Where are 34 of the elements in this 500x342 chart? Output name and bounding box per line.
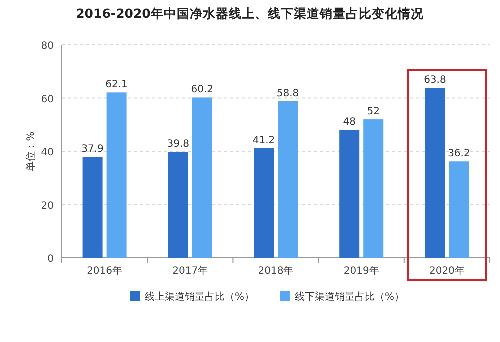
bar	[254, 148, 274, 258]
x-tick-label: 2017年	[172, 265, 208, 277]
x-tick-label: 2016年	[87, 265, 123, 277]
x-tick-label: 2020年	[429, 265, 465, 277]
y-tick-label: 0	[48, 254, 54, 265]
data-label: 60.2	[191, 84, 214, 96]
data-label: 63.8	[424, 75, 446, 86]
data-label: 62.1	[106, 80, 128, 91]
x-tick-label: 2019年	[344, 265, 380, 277]
y-tick-label: 60	[41, 94, 54, 106]
x-tick-label: 2018年	[258, 265, 294, 277]
bar	[106, 92, 127, 258]
data-label: 48	[343, 117, 356, 128]
data-label: 37.9	[82, 144, 104, 156]
data-label: 58.8	[276, 88, 300, 100]
legend-label: 线下渠道销量占比（%）	[295, 291, 405, 303]
y-axis-title: 单位：%	[25, 132, 37, 172]
y-tick-label: 20	[41, 200, 54, 212]
bar	[168, 152, 188, 258]
legend-label: 线上渠道销量占比（%）	[145, 291, 255, 303]
y-tick-label: 80	[41, 41, 54, 52]
chart-title: 2016-2020年中国净水器线上、线下渠道销量占比变化情况	[76, 6, 425, 21]
y-tick-label: 40	[41, 148, 54, 158]
bar	[82, 157, 103, 258]
data-label: 41.2	[252, 135, 276, 146]
data-label: 39.8	[167, 139, 190, 150]
bar	[278, 101, 298, 258]
data-label: 52	[367, 106, 380, 118]
bar	[449, 162, 470, 258]
bar	[364, 120, 384, 258]
data-label: 36.2	[448, 148, 470, 160]
bar	[425, 88, 446, 258]
bar	[340, 130, 360, 258]
bar	[192, 98, 212, 258]
